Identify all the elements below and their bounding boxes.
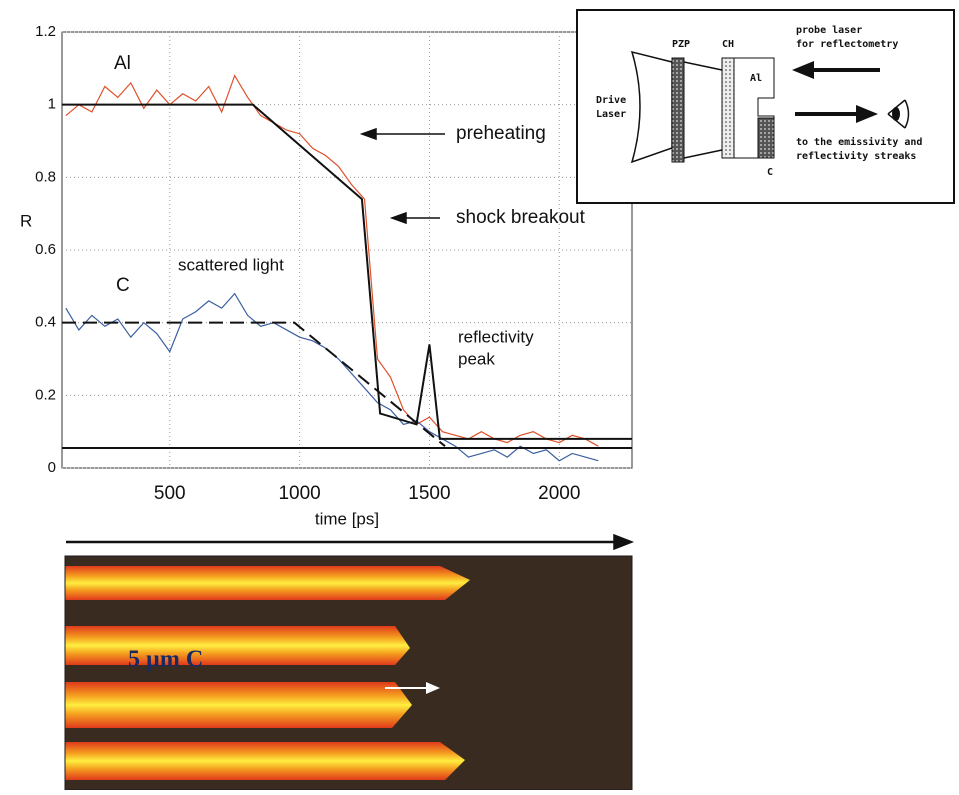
annotation: shock breakout xyxy=(456,207,586,228)
inset-label: PZP xyxy=(672,39,690,50)
x-tick-label: 1000 xyxy=(278,483,320,504)
inset-label: probe laser xyxy=(796,25,862,36)
streak-image: 5 µm C xyxy=(65,556,632,790)
y-tick-label: 0.2 xyxy=(35,386,56,403)
annotation: peak xyxy=(458,349,495,368)
series-label: C xyxy=(116,275,130,296)
y-tick-label: 0.4 xyxy=(35,314,56,331)
inset-label: reflectivity streaks xyxy=(796,150,916,162)
fit-line xyxy=(62,105,632,439)
y-tick-label: 1 xyxy=(48,96,56,113)
inset-label: C xyxy=(767,167,773,178)
inset-label: Drive xyxy=(596,94,626,106)
x-axis-label: time [ps] xyxy=(315,509,379,528)
series-label: Al xyxy=(114,53,131,74)
data-line xyxy=(66,294,598,461)
inset-label: Al xyxy=(750,73,762,84)
annotation: reflectivity xyxy=(458,327,534,346)
inset-label: CH xyxy=(722,39,734,50)
y-tick-label: 0.6 xyxy=(35,241,56,258)
inset-label: Laser xyxy=(596,109,626,120)
fit-line xyxy=(62,323,445,447)
inset-label: for reflectometry xyxy=(796,39,898,50)
x-tick-label: 500 xyxy=(154,483,186,504)
inset: PZP CH Al C Drive Laser probe laser for … xyxy=(577,10,954,203)
image-label: 5 µm C xyxy=(128,647,203,673)
x-tick-label: 1500 xyxy=(408,483,450,504)
annotation: scattered light xyxy=(178,255,284,274)
y-tick-label: 0 xyxy=(48,459,56,476)
annotation: preheating xyxy=(456,123,546,144)
x-tick-label: 2000 xyxy=(538,483,580,504)
y-tick-label: 0.8 xyxy=(35,168,56,185)
inset-label: to the emissivity and xyxy=(796,136,922,148)
y-tick-label: 1.2 xyxy=(35,23,56,40)
figure: 0 0.2 0.4 0.6 0.8 1 1.2 500 1000 1500 2000 R time … xyxy=(0,0,959,790)
y-axis-label: R xyxy=(20,211,32,230)
